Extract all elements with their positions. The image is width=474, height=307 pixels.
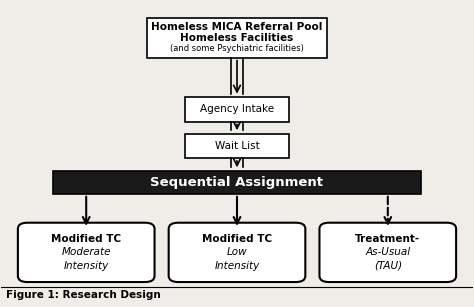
- FancyBboxPatch shape: [185, 97, 289, 122]
- Text: Figure 1: Research Design: Figure 1: Research Design: [6, 290, 161, 300]
- FancyBboxPatch shape: [319, 223, 456, 282]
- FancyBboxPatch shape: [147, 18, 327, 58]
- Text: Homeless Facilities: Homeless Facilities: [181, 33, 293, 43]
- Text: As-Usual: As-Usual: [365, 247, 410, 257]
- Text: Modified TC: Modified TC: [202, 234, 272, 244]
- Text: Treatment-: Treatment-: [355, 234, 420, 244]
- FancyBboxPatch shape: [53, 171, 421, 194]
- Text: Wait List: Wait List: [215, 141, 259, 151]
- Text: Modified TC: Modified TC: [51, 234, 121, 244]
- Text: Intensity: Intensity: [64, 261, 109, 270]
- Text: (and some Psychiatric facilities): (and some Psychiatric facilities): [170, 45, 304, 53]
- Text: Agency Intake: Agency Intake: [200, 104, 274, 115]
- FancyBboxPatch shape: [185, 134, 289, 158]
- FancyBboxPatch shape: [18, 223, 155, 282]
- Text: Intensity: Intensity: [214, 261, 260, 270]
- Text: Homeless MICA Referral Pool: Homeless MICA Referral Pool: [151, 22, 323, 32]
- Text: (TAU): (TAU): [374, 261, 402, 270]
- Text: Moderate: Moderate: [62, 247, 111, 257]
- Text: Sequential Assignment: Sequential Assignment: [151, 176, 323, 189]
- FancyBboxPatch shape: [169, 223, 305, 282]
- Text: Low: Low: [227, 247, 247, 257]
